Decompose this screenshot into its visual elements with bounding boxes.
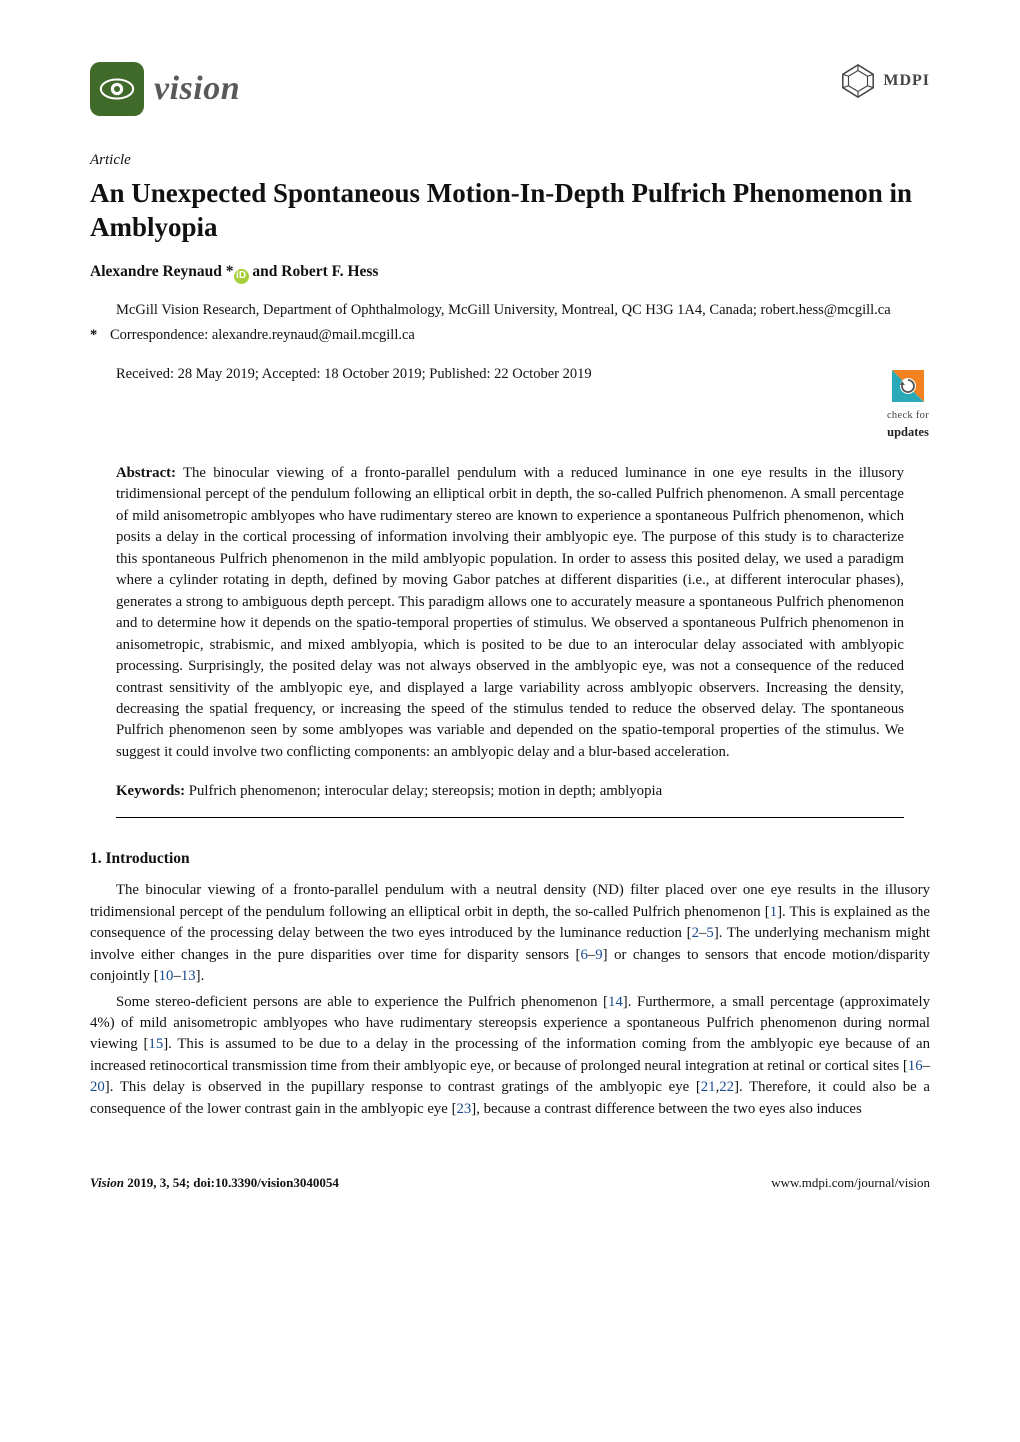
cite-22[interactable]: 22: [719, 1079, 734, 1095]
check-updates-label-2: updates: [886, 423, 930, 441]
publication-dates: Received: 28 May 2019; Accepted: 18 Octo…: [116, 364, 592, 385]
p2-t4: ]. This delay is observed in the pupilla…: [105, 1079, 701, 1095]
header-row: vision MDPI: [90, 62, 930, 116]
footer-url[interactable]: www.mdpi.com/journal/vision: [771, 1175, 930, 1190]
abstract-block: Abstract: The binocular viewing of a fro…: [116, 463, 904, 763]
cite-6[interactable]: 6: [580, 947, 587, 963]
section-1-heading: 1. Introduction: [90, 848, 930, 870]
divider-rule: [116, 817, 904, 818]
cite-2[interactable]: 2: [692, 925, 699, 941]
orcid-icon: iD: [234, 269, 249, 284]
footer-citation: 2019, 3, 54; doi:10.3390/vision3040054: [124, 1175, 339, 1190]
affiliation: McGill Vision Research, Department of Op…: [116, 300, 930, 321]
p2-t3: ]. This is assumed to be due to a delay …: [90, 1036, 930, 1073]
footer-left: Vision 2019, 3, 54; doi:10.3390/vision30…: [90, 1174, 339, 1193]
cite-1[interactable]: 1: [770, 904, 777, 920]
section-1-para-1: The binocular viewing of a fronto-parall…: [90, 880, 930, 987]
abstract-text: The binocular viewing of a fronto-parall…: [116, 465, 904, 760]
cite-9[interactable]: 9: [595, 947, 602, 963]
cite-23[interactable]: 23: [457, 1101, 472, 1117]
correspondence-line: *Correspondence: alexandre.reynaud@mail.…: [90, 325, 930, 346]
check-updates-badge[interactable]: check for updates: [886, 364, 930, 441]
journal-name: vision: [154, 64, 240, 113]
authors-line: Alexandre Reynaud *iD and Robert F. Hess: [90, 261, 930, 284]
cite-10[interactable]: 10: [159, 968, 174, 984]
article-type: Article: [90, 150, 930, 172]
section-1-para-2: Some stereo-deficient persons are able t…: [90, 992, 930, 1121]
article-title: An Unexpected Spontaneous Motion-In-Dept…: [90, 176, 930, 245]
p2-t1: Some stereo-deficient persons are able t…: [116, 994, 608, 1010]
mdpi-icon: [839, 62, 877, 100]
journal-eye-icon: [90, 62, 144, 116]
journal-logo-block: vision: [90, 62, 240, 116]
correspondence-marker: *: [90, 325, 110, 346]
cite-13[interactable]: 13: [181, 968, 196, 984]
author-1: Alexandre Reynaud *: [90, 263, 234, 280]
keywords-block: Keywords: Pulfrich phenomenon; interocul…: [116, 781, 904, 802]
abstract-label: Abstract:: [116, 465, 176, 481]
correspondence-text: Correspondence: alexandre.reynaud@mail.m…: [110, 327, 415, 343]
author-rest: and Robert F. Hess: [249, 263, 379, 280]
footer-journal: Vision: [90, 1175, 124, 1190]
page-footer: Vision 2019, 3, 54; doi:10.3390/vision30…: [90, 1174, 930, 1193]
keywords-label: Keywords:: [116, 783, 185, 799]
cite-5[interactable]: 5: [706, 925, 713, 941]
cite-21[interactable]: 21: [701, 1079, 716, 1095]
keywords-text: Pulfrich phenomenon; interocular delay; …: [189, 783, 662, 799]
cite-20[interactable]: 20: [90, 1079, 105, 1095]
check-updates-label-1: check for: [886, 408, 930, 423]
p2-t6: ], because a contrast difference between…: [471, 1101, 861, 1117]
footer-right: www.mdpi.com/journal/vision: [771, 1174, 930, 1193]
cite-14[interactable]: 14: [608, 994, 623, 1010]
cite-15[interactable]: 15: [148, 1036, 163, 1052]
dates-row: Received: 28 May 2019; Accepted: 18 Octo…: [90, 364, 930, 441]
check-updates-icon: [886, 364, 930, 408]
cite-16[interactable]: 16: [908, 1058, 923, 1074]
p1-t5: ].: [196, 968, 205, 984]
publisher-logo: MDPI: [839, 62, 930, 100]
publisher-name: MDPI: [883, 69, 930, 92]
